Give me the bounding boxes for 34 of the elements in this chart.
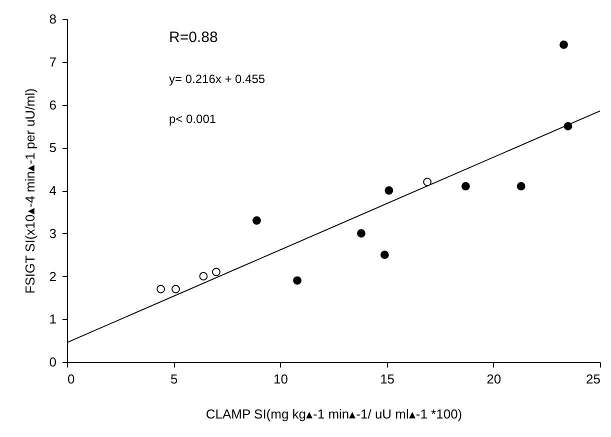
- y-tick-label: 7: [49, 54, 56, 70]
- annotation: p< 0.001: [169, 112, 216, 126]
- y-tick-label: 0: [49, 354, 56, 370]
- y-tick-label: 3: [49, 226, 56, 241]
- point: [357, 229, 366, 238]
- point: [560, 40, 568, 49]
- point: [384, 186, 394, 195]
- annotation: y= 0.216x + 0.455: [169, 72, 266, 86]
- point: [564, 122, 572, 130]
- point: [252, 216, 261, 225]
- x-axis-title: CLAMP SI(mg kg▴-1 min▴-1/ uU ml▴-1 *100): [206, 406, 462, 422]
- point: [423, 178, 432, 186]
- y-axis-title: FSIGT SI(x10▴-4 min▴-1 per uU/ml): [22, 88, 38, 294]
- point: [172, 284, 180, 294]
- y-tick-label: 2: [49, 268, 56, 284]
- y-tick-label: 6: [49, 97, 56, 112]
- point: [199, 272, 208, 280]
- y-tick-label: 8: [49, 12, 56, 26]
- point: [516, 182, 526, 190]
- x-tick-label: 25: [586, 372, 600, 386]
- annotation: R=0.88: [169, 29, 218, 46]
- x-tick-label: 20: [486, 372, 502, 386]
- x-tick-label: 15: [380, 372, 395, 386]
- point: [293, 276, 302, 285]
- y-tick-label: 1: [49, 312, 56, 327]
- x-tick-label: 10: [273, 372, 288, 386]
- y-tick-label: 4: [49, 183, 56, 198]
- point: [380, 250, 389, 260]
- x-tick-label: 5: [170, 372, 178, 386]
- y-tick-label: 5: [49, 140, 56, 156]
- point: [156, 284, 166, 294]
- point: [461, 182, 470, 190]
- point: [212, 268, 220, 276]
- x-tick-label: 0: [68, 372, 75, 386]
